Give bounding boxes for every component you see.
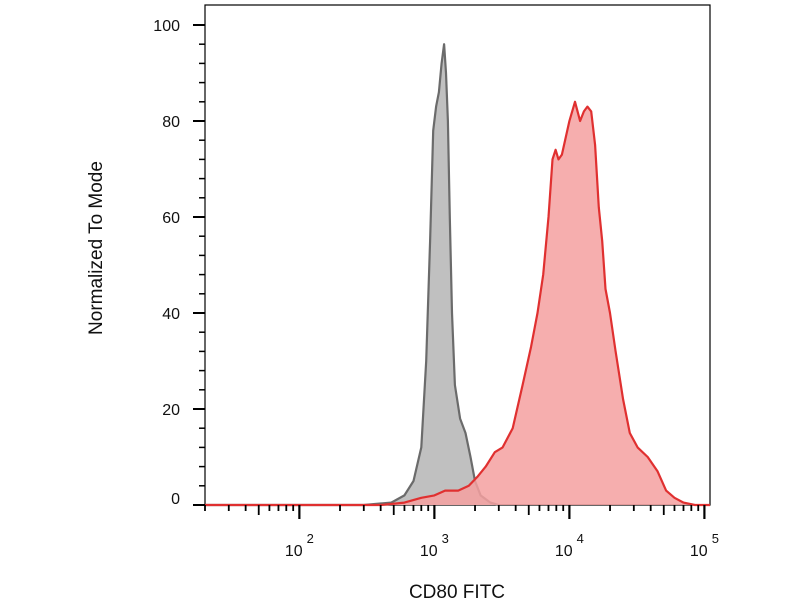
series-2-area xyxy=(205,101,710,506)
series-1-area xyxy=(205,44,499,505)
y-tick-label: 60 xyxy=(162,210,180,227)
series-layer xyxy=(205,43,710,507)
x-tick-label: 102 xyxy=(285,531,314,560)
y-tick-label: 80 xyxy=(162,114,180,131)
x-tick-label: 105 xyxy=(690,531,719,560)
series-1-line xyxy=(205,43,500,507)
y-axis-title: Normalized To Mode xyxy=(86,161,107,335)
x-axis: 102 103 104 105 xyxy=(204,505,719,560)
y-tick-label: 100 xyxy=(153,18,180,35)
y-tick-label: 40 xyxy=(162,306,180,323)
y-axis: 0 20 40 60 80 100 xyxy=(153,18,205,508)
x-tick-label: 103 xyxy=(420,531,449,560)
x-axis-title: CD80 FITC xyxy=(409,582,505,600)
y-tick-label: 20 xyxy=(162,402,180,419)
series-2-line xyxy=(205,100,710,507)
y-tick-label: 0 xyxy=(171,491,180,508)
x-tick-label: 104 xyxy=(555,531,584,560)
